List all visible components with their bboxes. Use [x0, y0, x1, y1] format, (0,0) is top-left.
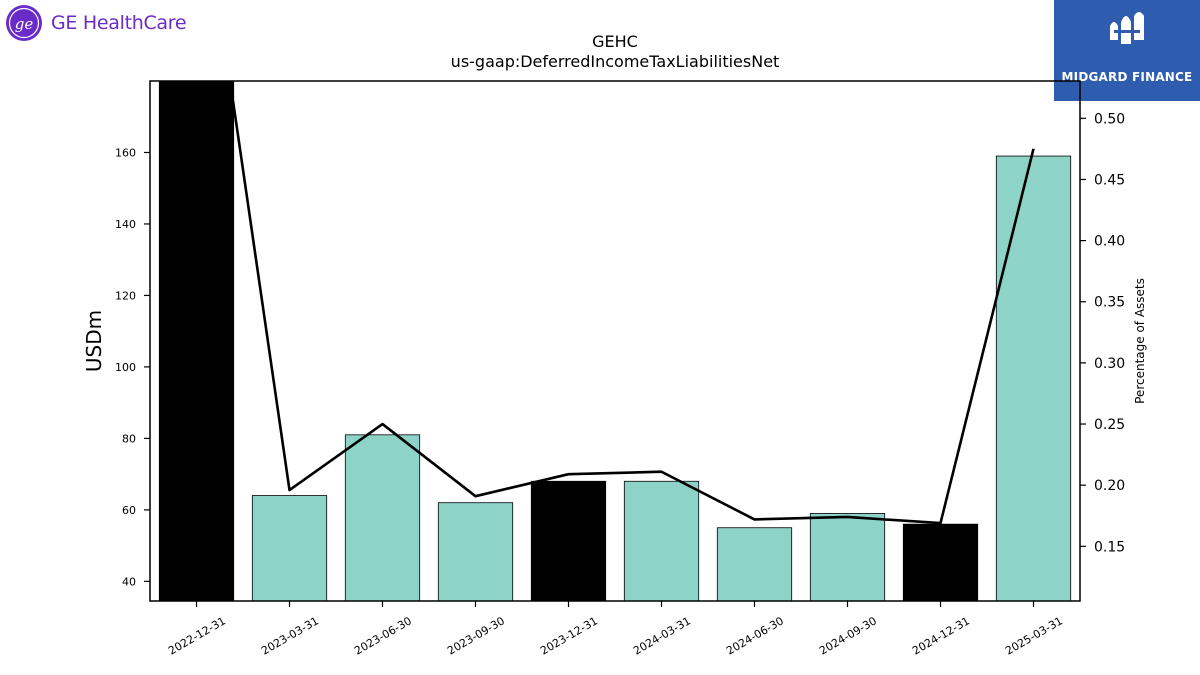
y2-tick-label: 0.45	[1094, 172, 1125, 188]
x-tick-label: 2024-09-30	[817, 614, 879, 657]
bar-2024-06-30	[716, 527, 793, 601]
ge-monogram-icon: ge	[6, 5, 42, 41]
bar-2023-06-30	[344, 434, 421, 601]
bar-2023-12-31	[530, 480, 607, 601]
chart-subtitle: us-gaap:DeferredIncomeTaxLiabilitiesNet	[450, 52, 780, 71]
bar-2023-03-31	[251, 495, 328, 601]
ge-healthcare-wordmark: GE HealthCare	[51, 12, 187, 34]
x-tick-label: 2023-09-30	[445, 614, 507, 657]
y2-tick-label: 0.50	[1094, 111, 1125, 127]
ge-healthcare-logo: ge GE HealthCare	[5, 4, 187, 42]
x-tick-label: 2024-03-31	[631, 614, 693, 657]
midgard-finance-wordmark: MIDGARD FINANCE	[1061, 70, 1193, 84]
y2-tick-label: 0.35	[1094, 295, 1125, 311]
y2-tick-label: 0.25	[1094, 417, 1125, 433]
percentage-of-assets-line	[228, 81, 1035, 525]
x-tick-label: 2023-03-31	[259, 614, 321, 657]
bar-2025-03-31	[995, 155, 1072, 601]
bar-2022-12-31	[158, 81, 235, 601]
bar-2023-09-30	[437, 502, 514, 601]
x-tick-label: 2024-06-30	[724, 614, 786, 657]
x-tick-label: 2023-12-31	[538, 614, 600, 657]
y-tick-label: 160	[115, 146, 136, 159]
x-tick-label: 2025-03-31	[1003, 614, 1065, 657]
y2-tick-label: 0.30	[1094, 356, 1125, 372]
y-axis-label: USDm	[82, 310, 106, 372]
midgard-finance-logo: MIDGARD FINANCE	[1054, 0, 1200, 101]
plot-frame	[149, 80, 1081, 602]
y-tick-label: 140	[115, 218, 136, 231]
y2-tick-label: 0.40	[1094, 234, 1125, 250]
x-tick-label: 2022-12-31	[166, 614, 228, 657]
midgard-emblem-icon	[1110, 12, 1144, 44]
y2-tick-label: 0.15	[1094, 539, 1125, 555]
svg-text:ge: ge	[15, 15, 34, 33]
y-tick-label: 100	[115, 361, 136, 374]
bar-2024-12-31	[902, 523, 979, 601]
y2-axis-label: Percentage of Assets	[1133, 278, 1147, 404]
y-tick-label: 80	[122, 432, 136, 445]
chart-title: GEHC	[592, 32, 638, 51]
y-tick-label: 120	[115, 289, 136, 302]
y2-tick-label: 0.20	[1094, 478, 1125, 494]
y-tick-label: 60	[122, 504, 136, 517]
x-tick-label: 2023-06-30	[352, 614, 414, 657]
x-tick-label: 2024-12-31	[910, 614, 972, 657]
y-tick-label: 40	[122, 575, 136, 588]
bar-2024-03-31	[623, 480, 700, 601]
bar-2024-09-30	[809, 513, 886, 601]
